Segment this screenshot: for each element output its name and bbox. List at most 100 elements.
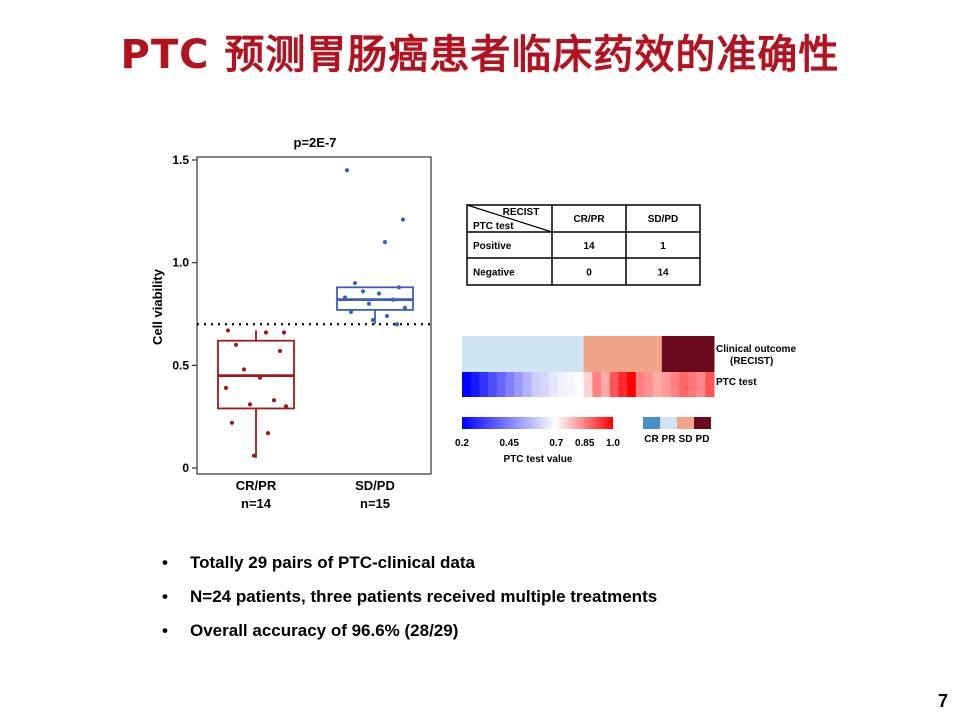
colorbar-tick-label: 0.45 bbox=[499, 438, 519, 449]
data-point bbox=[225, 328, 231, 333]
table-cell: 14 bbox=[583, 241, 595, 252]
heatmap-row-label: PTC test bbox=[716, 377, 757, 388]
table-col-header: SD/PD bbox=[648, 214, 679, 225]
data-point bbox=[247, 402, 253, 407]
data-point bbox=[352, 281, 358, 286]
data-point bbox=[360, 289, 366, 294]
data-point bbox=[396, 285, 402, 290]
heatmap-cell bbox=[557, 372, 567, 397]
data-point bbox=[342, 295, 348, 300]
heatmap-cell bbox=[548, 372, 559, 397]
heatmap-row-clinical bbox=[462, 336, 715, 372]
legend-swatch bbox=[660, 417, 677, 429]
table-cell: 0 bbox=[586, 268, 592, 279]
y-axis-label: Cell viability bbox=[150, 268, 165, 345]
data-point bbox=[271, 398, 277, 403]
x-axis: CR/PR n=14 SD/PD n=15 bbox=[236, 478, 395, 511]
data-point bbox=[394, 322, 400, 327]
data-point bbox=[390, 297, 396, 302]
data-point bbox=[402, 305, 408, 310]
bullet-list: • Totally 29 pairs of PTC-clinical data •… bbox=[160, 550, 657, 652]
data-point bbox=[283, 404, 289, 409]
box-groups bbox=[217, 168, 414, 458]
bullet-dot: • bbox=[162, 587, 168, 606]
heatmap-cell bbox=[592, 372, 602, 397]
colorbar bbox=[462, 417, 613, 429]
heatmap-cell bbox=[679, 372, 689, 397]
bullet-item: • Totally 29 pairs of PTC-clinical data bbox=[160, 550, 657, 584]
heatmap-cell bbox=[540, 372, 550, 397]
data-point bbox=[257, 375, 263, 380]
heatmap-cell bbox=[505, 372, 515, 397]
data-point bbox=[263, 330, 269, 335]
legend-label: SD bbox=[679, 434, 693, 445]
colorbar-tick-label: 0.85 bbox=[575, 438, 595, 449]
table-cell: 14 bbox=[657, 268, 669, 279]
legend-swatch bbox=[694, 417, 711, 429]
heatmap-cell bbox=[670, 372, 680, 397]
data-point bbox=[344, 168, 350, 173]
colorbar-tick-label: 1.0 bbox=[606, 438, 620, 449]
heatmap-cell bbox=[488, 372, 498, 397]
heatmap-cell bbox=[470, 372, 480, 397]
data-point bbox=[376, 291, 382, 296]
y-tick-label: 1.5 bbox=[172, 153, 189, 167]
legend-label: CR bbox=[644, 434, 659, 445]
heatmap-cell bbox=[661, 372, 672, 397]
table-corner-top: RECIST bbox=[503, 207, 540, 218]
heatmap-row-label: Clinical outcome bbox=[716, 344, 796, 355]
heatmap-cell bbox=[601, 372, 611, 397]
box-group-sd-pd bbox=[336, 168, 414, 327]
heatmap-cell bbox=[531, 372, 541, 397]
table-corner-bottom: PTC test bbox=[473, 221, 514, 232]
colorbar-tick-label: 0.7 bbox=[549, 438, 563, 449]
heatmap-cell bbox=[479, 372, 489, 397]
data-point bbox=[229, 420, 235, 425]
data-point bbox=[277, 348, 283, 354]
heatmap-cell bbox=[574, 372, 585, 397]
data-point bbox=[241, 367, 247, 372]
heatmap-cell bbox=[618, 372, 628, 397]
legend-label: PR bbox=[662, 434, 677, 445]
y-tick-label: 0.5 bbox=[172, 358, 189, 372]
heatmap-cell bbox=[462, 336, 585, 372]
heatmap-cell bbox=[687, 372, 698, 397]
heatmap-cell bbox=[627, 372, 637, 397]
table-cell: 1 bbox=[660, 241, 666, 252]
table-frame bbox=[466, 204, 701, 286]
heatmap-cell bbox=[644, 372, 654, 397]
legend-label: PD bbox=[696, 434, 710, 445]
box-plot: p=2E-7 0 0.5 1.0 1.5 Cell viability CR/PR n=… bbox=[150, 135, 432, 511]
data-point bbox=[348, 309, 354, 315]
data-point bbox=[366, 301, 372, 306]
y-axis: 0 0.5 1.0 1.5 bbox=[172, 153, 197, 475]
heatmap-cell bbox=[462, 372, 472, 397]
colorbar-label: PTC test value bbox=[504, 454, 573, 465]
heatmap-cell bbox=[583, 372, 593, 397]
legend-swatch bbox=[677, 417, 694, 429]
bullet-item: • Overall accuracy of 96.6% (28/29) bbox=[160, 618, 657, 652]
table-row-header: Positive bbox=[473, 241, 512, 252]
group-n-label: n=14 bbox=[241, 496, 272, 511]
data-point bbox=[223, 385, 229, 391]
bullet-dot: • bbox=[162, 553, 168, 572]
data-point bbox=[233, 342, 239, 347]
heatmap-cell bbox=[566, 372, 576, 397]
heatmap: Clinical outcome(RECIST) PTC test 0.2 0.45 0… bbox=[455, 336, 796, 465]
heatmap-cell bbox=[522, 372, 533, 397]
heatmap-cell bbox=[696, 372, 706, 397]
x-tick-label: SD/PD bbox=[355, 478, 395, 493]
legend-swatch bbox=[643, 417, 660, 429]
plot-frame bbox=[196, 156, 432, 475]
data-point bbox=[400, 217, 406, 222]
x-tick-label: CR/PR bbox=[236, 478, 277, 493]
bullet-dot: • bbox=[162, 621, 168, 640]
contingency-table: RECIST PTC test CR/PR SD/PD Positive 14 1 Negat… bbox=[466, 204, 701, 286]
data-point bbox=[370, 318, 376, 323]
heatmap-row-label: (RECIST) bbox=[730, 356, 773, 367]
chart-title: p=2E-7 bbox=[294, 135, 337, 150]
y-tick-label: 1.0 bbox=[172, 256, 189, 270]
data-point bbox=[384, 313, 390, 319]
y-tick-label: 0 bbox=[182, 461, 189, 475]
heatmap-cell bbox=[705, 372, 715, 397]
